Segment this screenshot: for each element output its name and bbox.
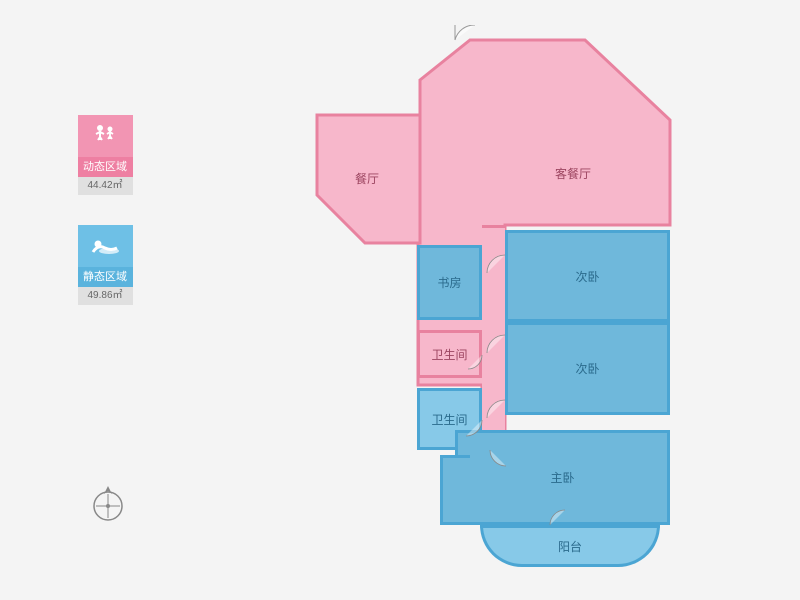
bed2a-label: 次卧 — [575, 268, 599, 285]
master-label: 主卧 — [550, 469, 574, 486]
master-bedroom-wing — [440, 455, 470, 525]
dynamic-zone-icon — [78, 115, 133, 157]
corridor — [482, 225, 505, 453]
study-room: 书房 — [417, 245, 482, 320]
balcony: 阳台 — [480, 525, 660, 567]
floorplan: 餐厅 客餐厅 书房 次卧 次卧 卫生间 卫生间 主卧 阳台 — [290, 25, 690, 585]
bath1-label: 卫生间 — [431, 346, 467, 363]
static-zone-label: 静态区域 — [78, 267, 133, 287]
secondary-bedroom-b: 次卧 — [505, 322, 670, 415]
bathroom-1: 卫生间 — [417, 330, 482, 378]
living-room-label: 客餐厅 — [555, 165, 591, 183]
bath2-label: 卫生间 — [431, 411, 467, 428]
dining-room-label: 餐厅 — [355, 170, 379, 188]
study-label: 书房 — [437, 274, 461, 291]
legend-static: 静态区域 49.86㎡ — [70, 225, 140, 305]
compass-icon — [90, 480, 126, 529]
dynamic-zone-value: 44.42㎡ — [78, 177, 133, 195]
bed2b-label: 次卧 — [575, 360, 599, 377]
static-zone-value: 49.86㎡ — [78, 287, 133, 305]
master-bedroom: 主卧 — [455, 430, 670, 525]
legend-panel: 动态区域 44.42㎡ 静态区域 49.86㎡ — [70, 115, 140, 335]
secondary-bedroom-a: 次卧 — [505, 230, 670, 322]
dynamic-zone-label: 动态区域 — [78, 157, 133, 177]
legend-dynamic: 动态区域 44.42㎡ — [70, 115, 140, 195]
balcony-label: 阳台 — [558, 538, 582, 555]
static-zone-icon — [78, 225, 133, 267]
